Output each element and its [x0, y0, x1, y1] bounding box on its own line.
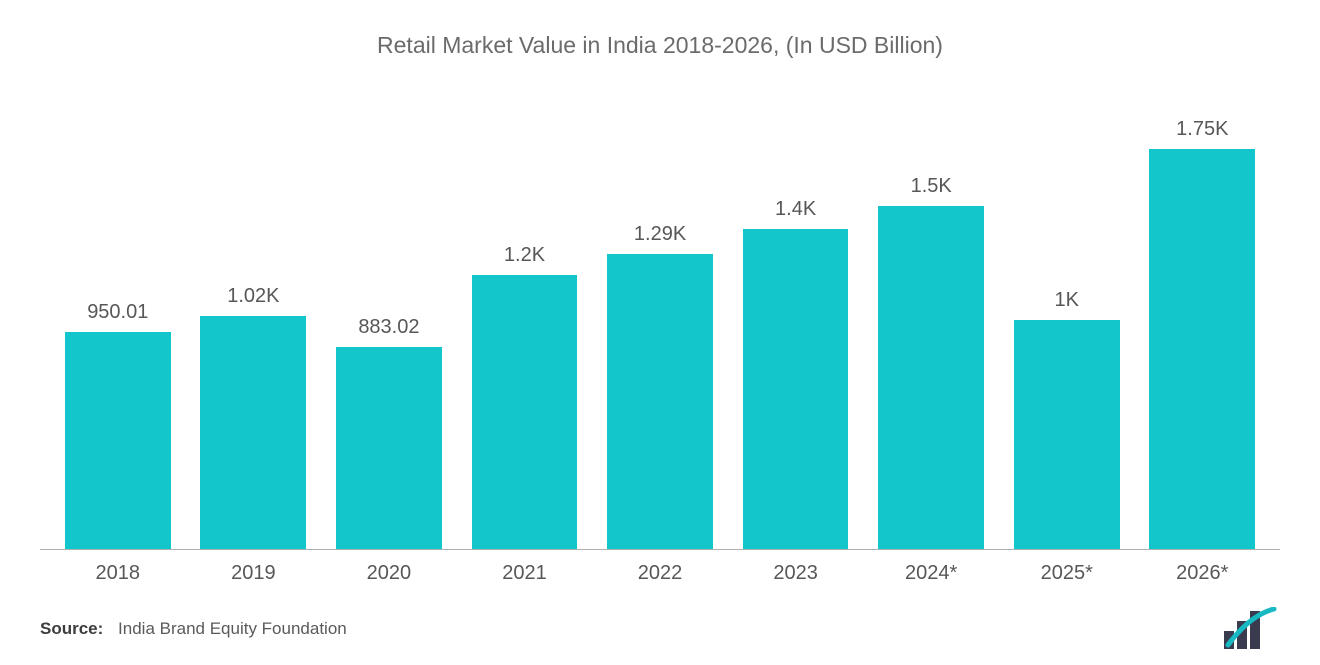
x-axis-label: 2026*	[1135, 562, 1271, 585]
bar-group: 1.4K	[728, 109, 864, 549]
bar	[472, 275, 578, 549]
chart-footer: Source: India Brand Equity Foundation	[40, 607, 1280, 651]
bar	[878, 206, 984, 549]
bar-value-label: 1.4K	[775, 198, 816, 221]
bar-group: 883.02	[321, 109, 457, 549]
bar-value-label: 1.5K	[911, 175, 952, 198]
bar-group: 950.01	[50, 109, 186, 549]
bar-group: 1.2K	[457, 109, 593, 549]
x-axis-label: 2019	[186, 562, 322, 585]
logo-icon	[1222, 607, 1280, 651]
bar-value-label: 1K	[1054, 289, 1078, 312]
brand-logo	[1222, 607, 1280, 651]
bar	[607, 254, 713, 549]
source-citation: Source: India Brand Equity Foundation	[40, 619, 347, 639]
bar-group: 1.29K	[592, 109, 728, 549]
bar-value-label: 950.01	[87, 301, 148, 324]
bar	[336, 347, 442, 549]
bar-group: 1.5K	[863, 109, 999, 549]
x-axis-label: 2023	[728, 562, 864, 585]
chart-title: Retail Market Value in India 2018-2026, …	[40, 32, 1280, 59]
bar-group: 1K	[999, 109, 1135, 549]
bar	[65, 332, 171, 549]
source-label: Source:	[40, 619, 103, 638]
bar-value-label: 1.02K	[227, 285, 279, 308]
bar	[1149, 149, 1255, 549]
x-axis: 2018201920202021202220232024*2025*2026*	[40, 549, 1280, 585]
bar-value-label: 1.29K	[634, 223, 686, 246]
x-axis-label: 2022	[592, 562, 728, 585]
x-axis-label: 2024*	[863, 562, 999, 585]
bar-value-label: 1.75K	[1176, 118, 1228, 141]
chart-plot-area: 950.01 1.02K 883.02 1.2K 1.29K 1.4K 1.5K 1K 1.75…	[40, 109, 1280, 549]
bar-group: 1.02K	[186, 109, 322, 549]
chart-container: Retail Market Value in India 2018-2026, …	[0, 0, 1320, 665]
bar-value-label: 1.2K	[504, 244, 545, 267]
x-axis-label: 2021	[457, 562, 593, 585]
source-text: India Brand Equity Foundation	[118, 619, 347, 638]
x-axis-label: 2020	[321, 562, 457, 585]
bar	[200, 316, 306, 549]
bar-value-label: 883.02	[358, 316, 419, 339]
bar	[1014, 320, 1120, 549]
x-axis-label: 2018	[50, 562, 186, 585]
bar	[743, 229, 849, 549]
bar-group: 1.75K	[1135, 109, 1271, 549]
x-axis-label: 2025*	[999, 562, 1135, 585]
